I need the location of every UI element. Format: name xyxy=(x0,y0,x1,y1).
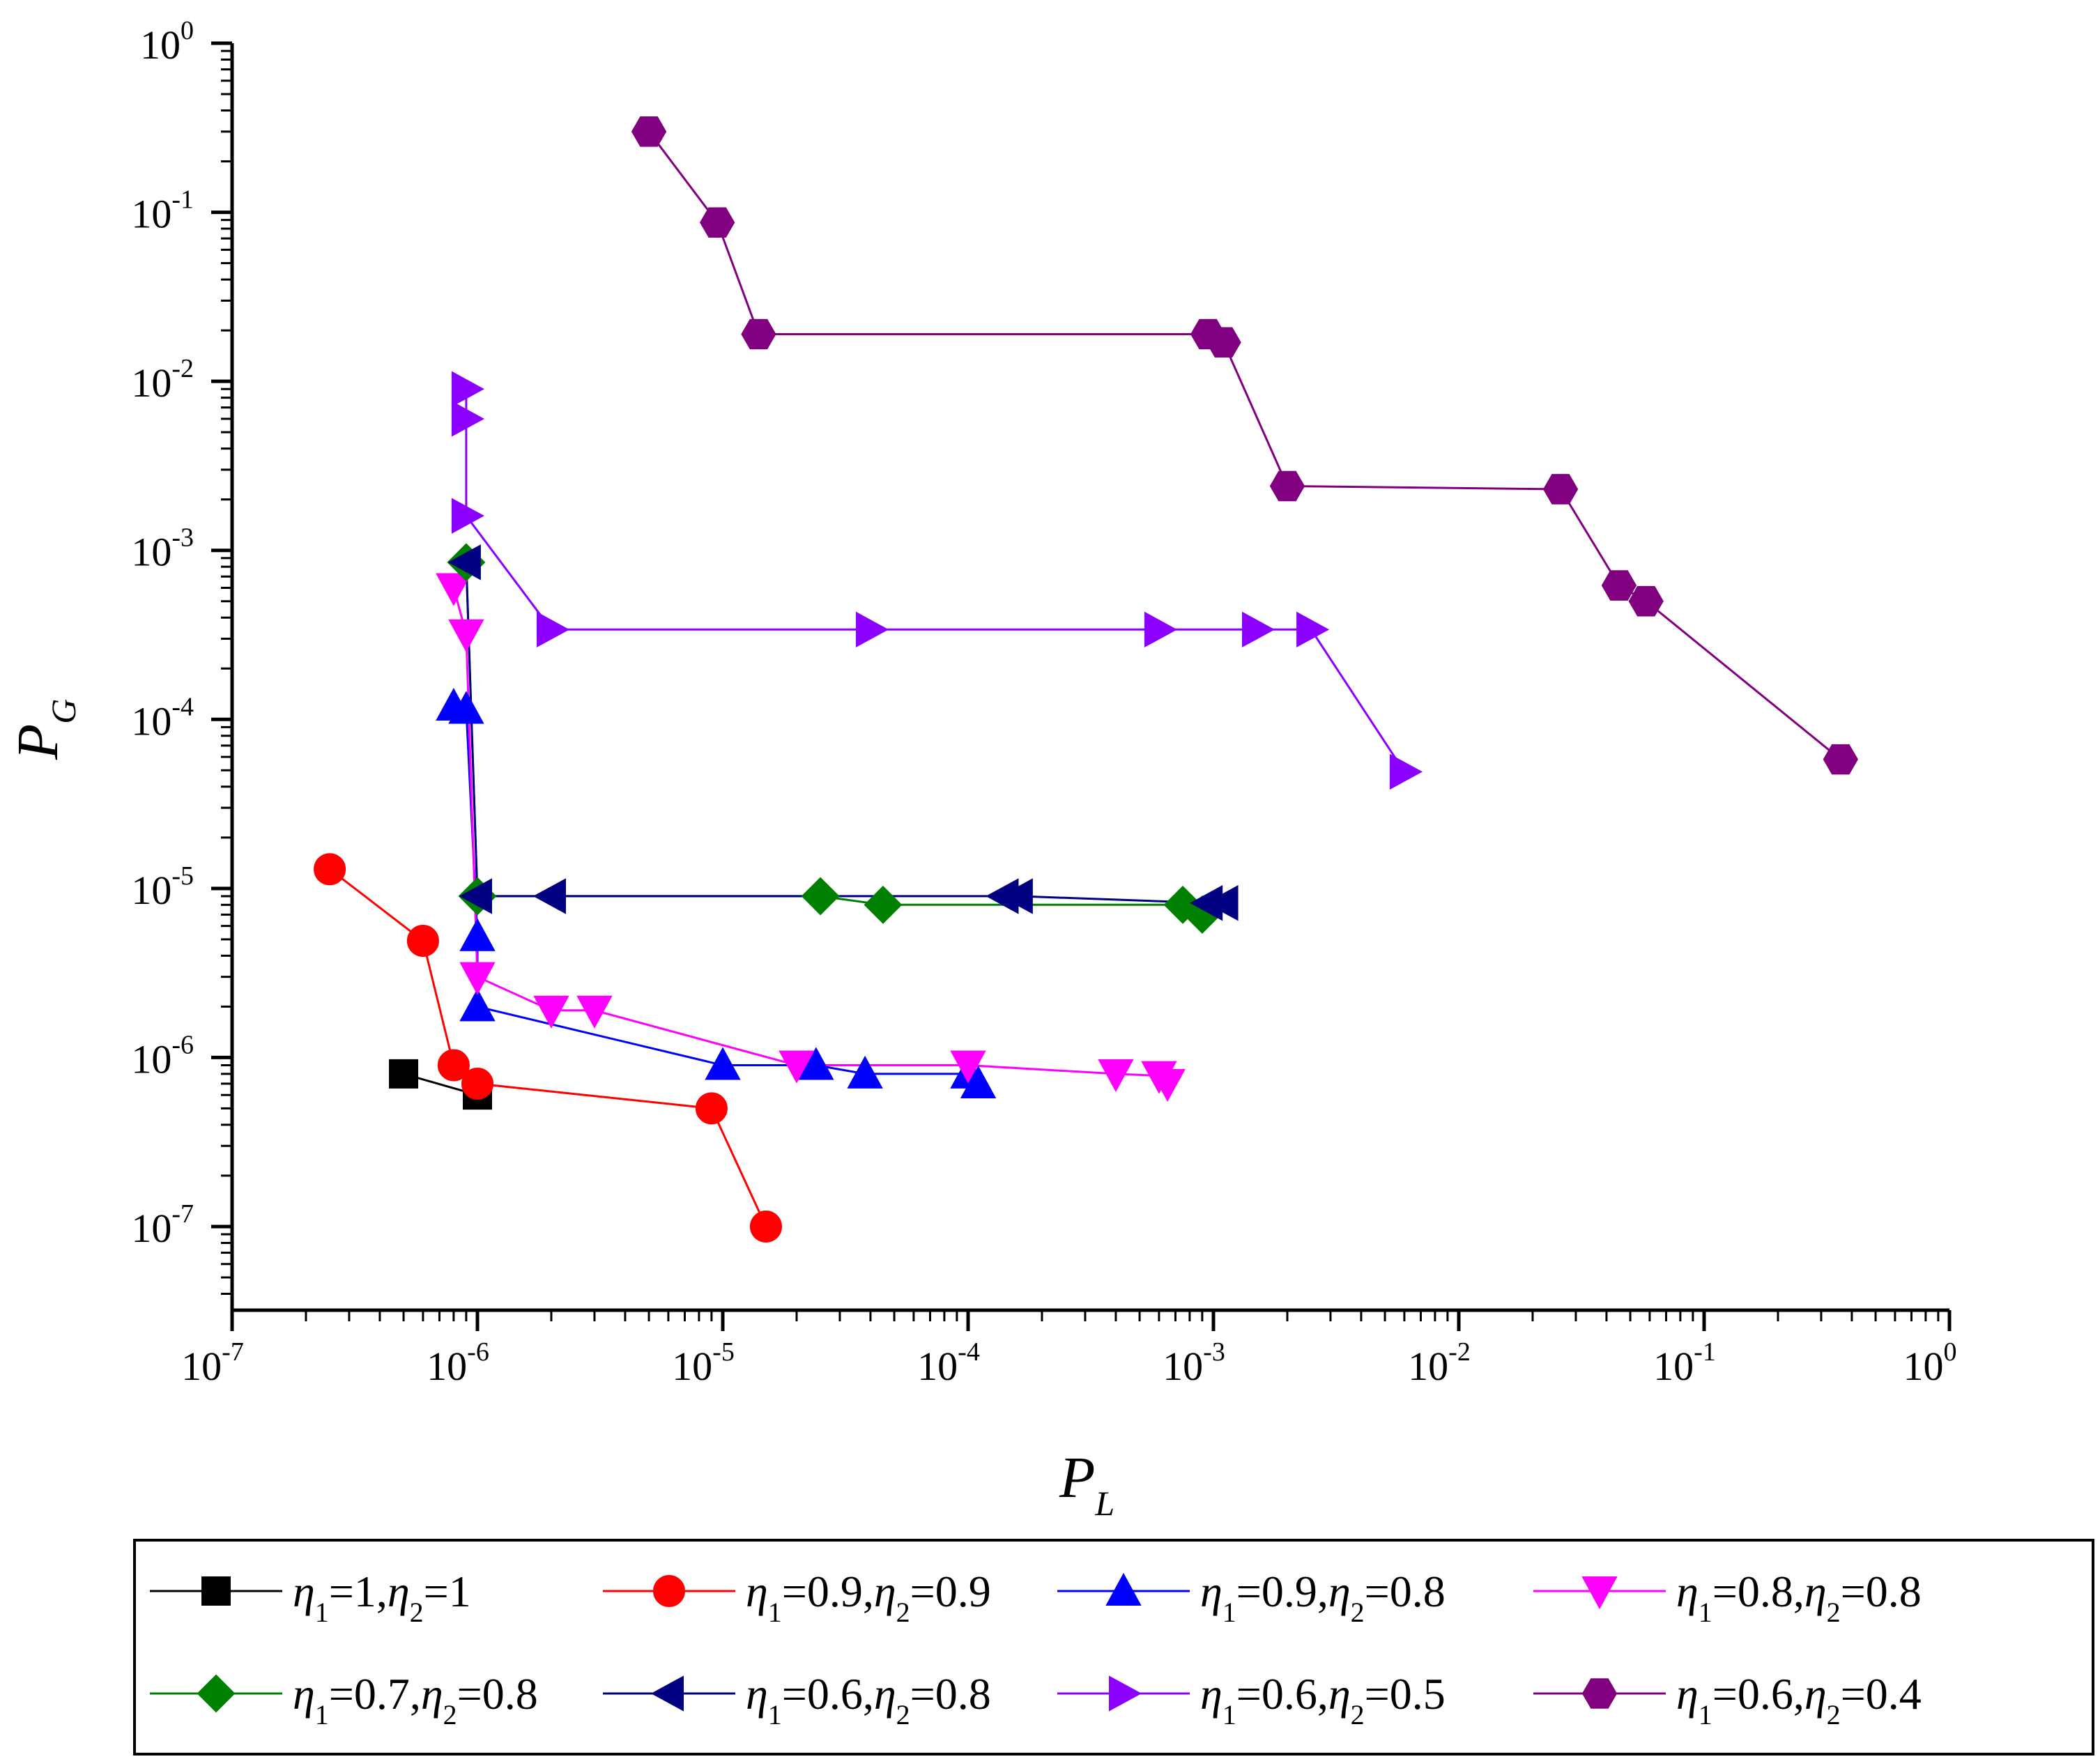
data-point-series-5 xyxy=(864,885,903,924)
data-point-series-2 xyxy=(314,853,346,886)
data-point-series-3 xyxy=(960,1065,997,1098)
data-point-series-4 xyxy=(533,995,569,1029)
data-point-series-2 xyxy=(461,1067,493,1100)
legend-label: η1=0.8,η2=0.8 xyxy=(1676,1567,1922,1628)
data-point-series-6 xyxy=(532,878,566,914)
x-tick-label: 10-2 xyxy=(1408,1337,1471,1389)
y-tick-label: 10-7 xyxy=(131,1199,194,1251)
y-tick-label: 10-3 xyxy=(131,523,194,575)
y-axis-title-main: P xyxy=(6,724,70,760)
y-tick-label: 10-4 xyxy=(131,692,194,744)
data-point-series-3 xyxy=(448,691,484,724)
y-axis-title: PG xyxy=(6,699,83,760)
y-tick-label: 10-2 xyxy=(131,354,194,406)
legend-marker-hexagon xyxy=(1581,1678,1618,1709)
y-tick-label: 100 xyxy=(140,16,194,68)
data-point-series-4 xyxy=(576,995,613,1029)
series-line-2 xyxy=(329,868,767,1227)
data-point-series-7 xyxy=(1144,611,1177,648)
series-line-8 xyxy=(647,130,1841,760)
series-line-3 xyxy=(453,705,979,1085)
series-line-6 xyxy=(465,562,1224,905)
data-point-series-8 xyxy=(741,318,776,350)
series-line-7 xyxy=(465,389,1406,773)
data-point-series-4 xyxy=(1098,1059,1134,1092)
y-tick-label: 10-1 xyxy=(131,185,194,237)
data-point-series-7 xyxy=(451,498,484,534)
x-tick-label: 10-7 xyxy=(181,1337,244,1389)
data-point-series-8 xyxy=(1628,585,1664,617)
data-point-series-2 xyxy=(749,1210,782,1243)
data-point-series-2 xyxy=(437,1049,470,1082)
legend-marker-triangle-up xyxy=(1105,1572,1142,1606)
data-point-series-4 xyxy=(1149,1068,1186,1103)
data-point-series-1 xyxy=(389,1059,419,1089)
data-point-series-7 xyxy=(1241,611,1275,648)
legend-box xyxy=(133,1539,2094,1756)
legend-label: η1=0.6,η2=0.4 xyxy=(1676,1669,1922,1730)
axes: 10-7 10-6 10-5 10-4 10-3 10-2 10-1 100 10-7 10-6 1… xyxy=(131,16,1956,1389)
legend-marker-diamond xyxy=(197,1674,236,1713)
x-axis-title-sub: L xyxy=(1094,1484,1114,1523)
legend-label: η1=1,η2=1 xyxy=(293,1567,471,1628)
data-point-series-8 xyxy=(1269,470,1305,502)
data-point-series-4 xyxy=(779,1050,815,1084)
legend-label: η1=0.6,η2=0.5 xyxy=(1200,1669,1446,1730)
data-point-series-6 xyxy=(459,878,492,914)
legend-marker-triangle-down xyxy=(1581,1576,1618,1610)
legend-label: η1=0.6,η2=0.8 xyxy=(746,1669,991,1730)
x-axis-title-main: P xyxy=(1059,1445,1095,1510)
data-point-series-4 xyxy=(448,619,484,652)
data-point-series-3 xyxy=(459,918,496,951)
data-point-series-8 xyxy=(1206,327,1241,358)
legend-label: η1=0.9,η2=0.9 xyxy=(746,1567,991,1628)
data-point-series-2 xyxy=(695,1092,728,1125)
data-point-series-5 xyxy=(801,877,840,916)
x-axis-title: PL xyxy=(1059,1445,1114,1523)
data-point-series-6 xyxy=(1205,885,1239,921)
legend-label: η1=0.9,η2=0.8 xyxy=(1200,1567,1446,1628)
legend-label: η1=0.7,η2=0.8 xyxy=(293,1669,538,1730)
y-axis-title-sub: G xyxy=(44,699,83,724)
legend-marker-circle xyxy=(653,1575,685,1607)
data-point-series-4 xyxy=(436,573,472,606)
x-tick-label: 10-4 xyxy=(917,1337,980,1389)
data-point-series-7 xyxy=(536,611,570,648)
data-point-series-7 xyxy=(451,371,484,407)
data-point-series-6 xyxy=(999,878,1033,914)
data-point-series-6 xyxy=(447,544,481,581)
series-line-5 xyxy=(465,562,1203,916)
data-point-series-7 xyxy=(451,401,484,437)
x-tick-label: 10-1 xyxy=(1653,1337,1716,1389)
data-point-series-7 xyxy=(1296,611,1330,648)
legend-marker-triangle-left xyxy=(650,1675,684,1712)
data-point-series-3 xyxy=(847,1055,883,1089)
legend-marker-triangle-right xyxy=(1109,1675,1142,1712)
data-point-series-4 xyxy=(950,1050,986,1084)
data-point-series-3 xyxy=(459,988,496,1022)
y-tick-label: 10-6 xyxy=(131,1030,194,1082)
data-point-series-8 xyxy=(1823,744,1858,775)
x-tick-label: 10-6 xyxy=(427,1337,489,1389)
data-point-series-3 xyxy=(798,1047,834,1080)
series-lines xyxy=(329,130,1841,1227)
data-point-series-8 xyxy=(631,116,667,147)
x-tick-label: 100 xyxy=(1903,1337,1957,1389)
data-point-series-3 xyxy=(705,1047,741,1080)
legend: η1=1,η2=1 η1=0.9,η2=0.9 η1=0.9,η2=0.8 η1=0.… xyxy=(150,1567,1922,1730)
legend-marker-square xyxy=(201,1576,231,1606)
data-point-series-7 xyxy=(855,611,889,648)
x-tick-label: 10-5 xyxy=(672,1337,735,1389)
series-line-4 xyxy=(452,587,1169,1085)
data-point-series-8 xyxy=(1601,570,1637,601)
y-tick-label: 10-5 xyxy=(131,861,194,913)
data-point-series-7 xyxy=(1389,753,1423,790)
data-point-series-8 xyxy=(700,207,735,238)
x-tick-label: 10-3 xyxy=(1163,1337,1225,1389)
series-markers xyxy=(314,116,1858,1243)
data-point-series-8 xyxy=(1542,474,1579,505)
data-point-series-4 xyxy=(459,962,496,995)
data-point-series-2 xyxy=(406,924,439,957)
